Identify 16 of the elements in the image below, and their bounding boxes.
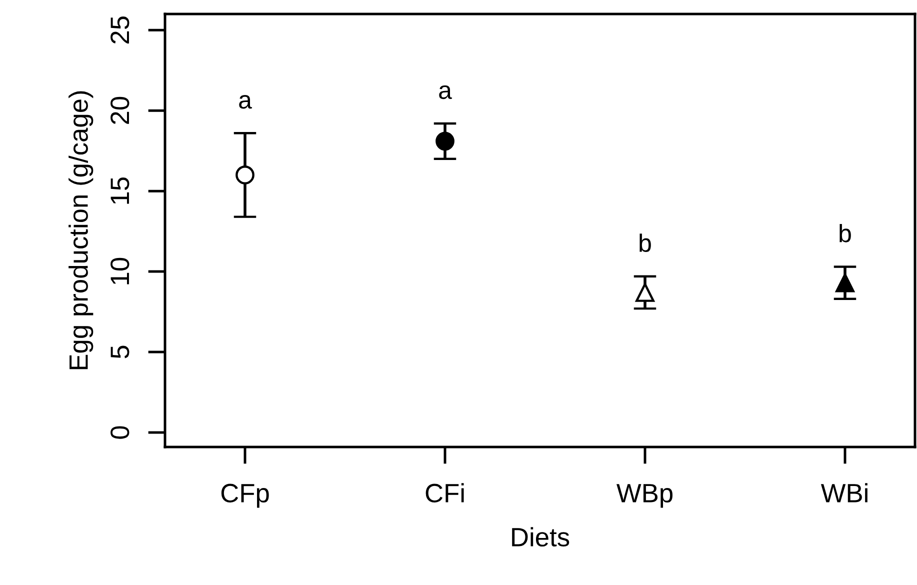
x-axis-title: Diets: [512, 527, 570, 547]
y-tick-label: 15: [110, 177, 130, 204]
annotation: b: [640, 234, 651, 252]
y-tick-label: 5: [110, 346, 130, 358]
y-axis-title: Egg production (g/cage): [68, 91, 94, 370]
x-tick-label: CFi: [426, 483, 464, 502]
x-tick-label: WBp: [616, 484, 672, 508]
y-tick-label: 20: [110, 96, 130, 124]
annotation: a: [239, 95, 252, 109]
y-tick-label: 10: [110, 258, 130, 284]
y-tick-label: 25: [110, 16, 130, 44]
x-tick-label: WBi: [820, 483, 868, 502]
annotation: b: [840, 224, 851, 242]
y-tick-label: 0: [110, 426, 130, 439]
x-tick-label: CFp: [221, 484, 269, 508]
annotation: a: [439, 85, 452, 100]
